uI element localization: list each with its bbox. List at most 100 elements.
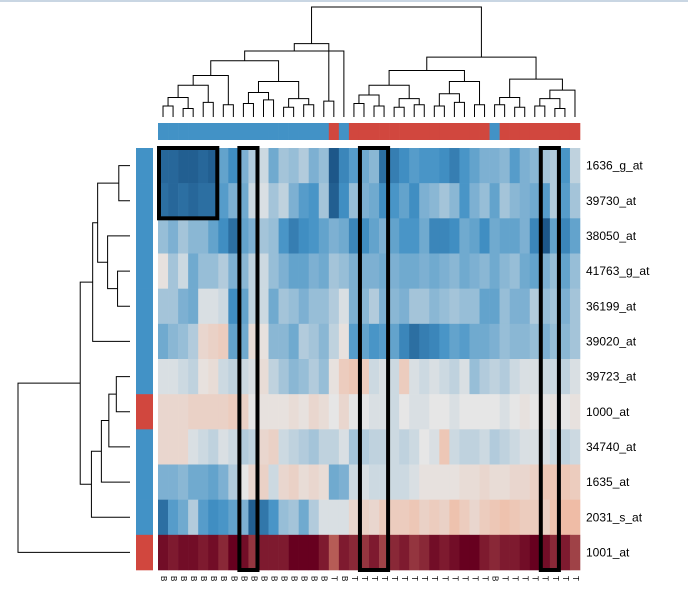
heatmap-cell (258, 394, 269, 430)
heatmap-cell (308, 218, 320, 254)
heatmap-cell (168, 359, 179, 395)
heatmap-cell (338, 323, 350, 360)
heatmap-cell (469, 218, 480, 254)
heatmap-cell (569, 394, 581, 430)
heatmap-cell (399, 359, 410, 395)
dendrogram-branch (210, 60, 280, 82)
heatmap-cell (509, 499, 521, 536)
heatmap-cell (459, 218, 470, 254)
heatmap-cell (208, 323, 219, 360)
heatmap-cell (559, 288, 571, 325)
heatmap-cell (248, 499, 259, 536)
heatmap-cell (288, 288, 299, 325)
heatmap-cell (549, 394, 561, 430)
heatmap-cell (208, 499, 219, 536)
dendrogram-branch (311, 6, 482, 58)
heatmap-cell (208, 218, 219, 254)
heatmap-cell (358, 288, 370, 325)
heatmap-cell (328, 429, 340, 465)
column-label: T (450, 576, 459, 581)
heatmap-cell (409, 253, 420, 289)
heatmap-cell (509, 464, 521, 500)
heatmap-cell (198, 323, 209, 360)
heatmap-cell (439, 288, 450, 325)
heatmap-cell (399, 394, 410, 430)
heatmap-cell (559, 394, 571, 430)
heatmap-cell (509, 394, 521, 430)
dendrogram-branch (393, 106, 405, 117)
heatmap-cell (358, 323, 370, 360)
heatmap-cell (268, 253, 279, 289)
heatmap-cell (559, 534, 571, 571)
heatmap-cell (228, 394, 239, 430)
dendrogram-branch (539, 98, 561, 109)
heatmap-cell (178, 323, 189, 360)
column-group-cell (228, 123, 239, 140)
column-label: B (340, 576, 349, 581)
heatmap-cell (499, 394, 510, 430)
heatmap-cell (168, 253, 179, 289)
heatmap-cell (389, 253, 400, 289)
heatmap-cell (278, 218, 289, 254)
heatmap-cell (549, 534, 561, 571)
heatmap-cell (188, 429, 199, 465)
heatmap-cell (208, 253, 219, 289)
heatmap-cell (519, 148, 531, 184)
dendrogram-branch (90, 450, 130, 518)
row-label: 36199_at (586, 299, 637, 313)
heatmap-cell (569, 183, 581, 219)
heatmap-cell (419, 429, 430, 465)
heatmap-cell (328, 148, 340, 184)
heatmap-cell (379, 218, 390, 254)
row-label: 39020_at (586, 334, 637, 348)
column-label: T (470, 576, 479, 581)
heatmap-cell (489, 464, 500, 500)
heatmap-cell (499, 253, 510, 289)
heatmap-cell (379, 534, 390, 571)
heatmap-cell (238, 148, 249, 184)
heatmap-cell (459, 464, 470, 500)
heatmap-cell (469, 253, 480, 289)
heatmap-cell (308, 148, 320, 184)
heatmap-cell (509, 148, 521, 184)
highlight-box (357, 146, 391, 572)
heatmap-cell (248, 359, 259, 395)
column-group-cell (318, 123, 330, 140)
heatmap-cell (569, 323, 581, 360)
row-group-cell (136, 394, 153, 430)
dendrogram-branch (353, 103, 365, 117)
heatmap-cell (429, 323, 440, 360)
heatmap-cell (439, 394, 450, 430)
column-group-cell (358, 123, 370, 140)
heatmap-cell (549, 253, 561, 289)
heatmap-cell (549, 148, 561, 184)
heatmap-cell (238, 359, 249, 395)
heatmap-cell (348, 359, 360, 395)
row-label: 1000_at (586, 405, 630, 419)
heatmap-cell (369, 359, 380, 395)
heatmap-cell (369, 323, 380, 360)
heatmap-cell (549, 288, 561, 325)
heatmap-cell (158, 148, 169, 184)
heatmap-cell (248, 183, 259, 219)
heatmap-cell (449, 464, 460, 500)
heatmap-cell (509, 183, 521, 219)
heatmap-cell (489, 534, 500, 571)
heatmap-cell (218, 359, 229, 395)
heatmap-cell (298, 323, 310, 360)
heatmap-cell (208, 394, 219, 430)
heatmap-cell (308, 429, 320, 465)
heatmap-cell (298, 464, 310, 500)
heatmap-cell (399, 464, 410, 500)
heatmap-cell (419, 464, 430, 500)
heatmap-cell (429, 218, 440, 254)
row-group-cell (136, 148, 153, 184)
dendrogram-branch (92, 222, 130, 342)
heatmap-cell (399, 429, 410, 465)
dendrogram-branch (118, 165, 130, 202)
heatmap-cell (158, 464, 169, 500)
heatmap-cell (298, 218, 310, 254)
column-group-cell (168, 123, 179, 140)
dendrogram-branch (108, 393, 130, 448)
heatmap-cell (318, 288, 330, 325)
